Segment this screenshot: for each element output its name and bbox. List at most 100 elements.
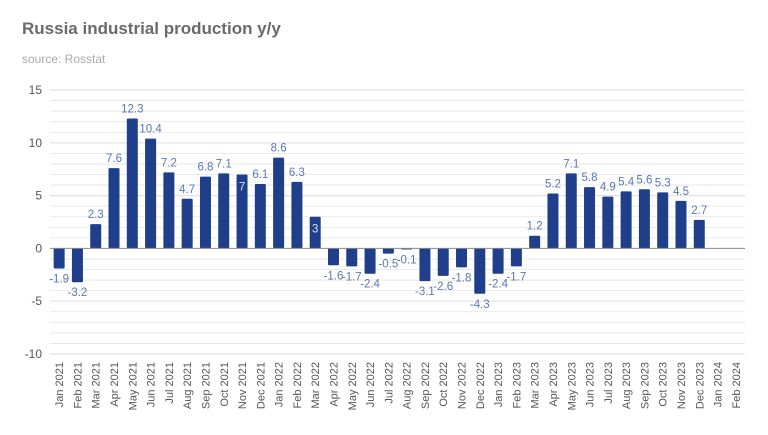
data-label: 5.2 xyxy=(545,178,561,190)
bar xyxy=(90,224,102,249)
y-tick-label: 10 xyxy=(29,136,43,150)
bar xyxy=(254,183,266,249)
data-label: -2.6 xyxy=(433,281,453,293)
bar xyxy=(693,219,705,249)
data-label: 7 xyxy=(239,181,245,193)
data-label: 2.3 xyxy=(88,209,104,221)
data-label: -3.1 xyxy=(415,286,435,298)
x-tick-label: May 2023 xyxy=(566,362,578,410)
data-label: 3 xyxy=(312,224,318,236)
data-labels: -1.9-3.22.37.612.310.47.24.76.8 7.176.18.… xyxy=(49,104,707,311)
bar xyxy=(529,235,541,249)
y-tick-label: 15 xyxy=(29,83,43,97)
bar xyxy=(291,181,303,249)
data-label: 4.9 xyxy=(600,182,616,194)
bar xyxy=(273,157,285,249)
bar xyxy=(437,248,449,276)
x-tick-label: Feb 2021 xyxy=(72,362,84,408)
y-tick-label: -5 xyxy=(31,294,42,308)
data-label: 10.4 xyxy=(139,124,162,136)
x-tick-label: Mar 2021 xyxy=(91,362,103,408)
x-tick-label: Aug 2023 xyxy=(621,362,633,409)
bar xyxy=(108,168,120,249)
data-label: 7.1 xyxy=(216,158,232,170)
x-tick-label: Jul 2023 xyxy=(603,362,615,404)
bar xyxy=(53,248,65,269)
x-tick-label: Jan 2022 xyxy=(274,362,286,407)
bar xyxy=(145,138,157,249)
data-label: 6.8 xyxy=(197,162,213,174)
x-axis: Jan 2021 Feb 2021 Mar 2021 Apr 2021 May 2021… xyxy=(54,362,743,410)
x-tick-label: Jun 2022 xyxy=(365,362,377,407)
data-label: 5.4 xyxy=(618,176,635,188)
x-tick-label: Jun 2021 xyxy=(146,362,158,407)
bar xyxy=(218,173,230,249)
data-label: -2.4 xyxy=(488,279,508,291)
x-tick-label: Oct 2021 xyxy=(219,362,231,407)
data-label: 7.2 xyxy=(161,157,177,169)
bar xyxy=(675,200,687,249)
bar xyxy=(419,248,431,282)
bar xyxy=(492,248,504,274)
bar xyxy=(346,248,358,267)
x-tick-label: Mar 2022 xyxy=(310,362,322,408)
bar xyxy=(236,174,248,249)
bar xyxy=(199,176,211,249)
bar xyxy=(181,198,193,249)
x-tick-label: Jul 2021 xyxy=(164,362,176,404)
data-label: -1.8 xyxy=(452,272,472,284)
x-tick-label: Sep 2022 xyxy=(420,362,432,409)
x-tick-label: Oct 2022 xyxy=(438,362,450,407)
chart-title: Russia industrial production y/y xyxy=(22,19,281,38)
data-label: 12.3 xyxy=(121,104,143,116)
bar xyxy=(547,193,559,249)
x-tick-label: Jul 2022 xyxy=(383,362,395,404)
bar xyxy=(364,248,376,274)
data-label: 7.1 xyxy=(563,158,579,170)
data-label: 4.5 xyxy=(673,186,689,198)
x-tick-label: Sep 2021 xyxy=(200,362,212,409)
bar xyxy=(510,248,522,267)
x-tick-label: Dec 2021 xyxy=(255,362,267,409)
data-label: 2.7 xyxy=(691,205,707,217)
bar xyxy=(309,216,321,249)
data-label: 8.6 xyxy=(271,143,287,155)
x-tick-label: Feb 2022 xyxy=(292,362,304,408)
x-tick-label: May 2021 xyxy=(127,362,139,410)
bar xyxy=(382,248,394,254)
data-label: 4.7 xyxy=(179,184,195,196)
data-label: -0.5 xyxy=(378,259,398,271)
y-axis: 15 10 5 0 -5 -10 xyxy=(25,83,43,361)
x-tick-label: Dec 2023 xyxy=(694,362,706,409)
bar xyxy=(163,172,175,249)
bar xyxy=(602,196,614,249)
data-label: 7.6 xyxy=(106,153,122,165)
bar xyxy=(474,248,486,294)
x-tick-label: Mar 2023 xyxy=(530,362,542,408)
bar xyxy=(327,248,339,266)
data-label: -4.3 xyxy=(470,299,490,311)
data-label: 6.3 xyxy=(289,167,305,179)
data-label: 5.8 xyxy=(582,172,598,184)
bar xyxy=(71,248,83,283)
bar xyxy=(584,187,596,249)
bar xyxy=(638,189,650,249)
x-tick-label: Jan 2021 xyxy=(54,362,66,407)
data-label: -2.4 xyxy=(360,279,380,291)
y-tick-label: 0 xyxy=(35,241,42,255)
x-tick-label: May 2022 xyxy=(347,362,359,410)
data-label: -1.6 xyxy=(324,270,344,282)
data-label: -1.9 xyxy=(49,273,69,285)
data-label: 6.1 xyxy=(252,169,268,181)
x-tick-label: Apr 2021 xyxy=(109,362,121,407)
bar xyxy=(657,192,669,249)
x-tick-label: Apr 2023 xyxy=(548,362,560,407)
x-tick-label: Dec 2022 xyxy=(475,362,487,409)
x-tick-label: Nov 2023 xyxy=(676,362,688,409)
x-tick-label: Feb 2024 xyxy=(731,362,743,408)
bar xyxy=(126,118,138,249)
x-tick-label: Aug 2021 xyxy=(182,362,194,409)
y-tick-label: -10 xyxy=(25,347,43,361)
x-tick-label: Nov 2022 xyxy=(457,362,469,409)
